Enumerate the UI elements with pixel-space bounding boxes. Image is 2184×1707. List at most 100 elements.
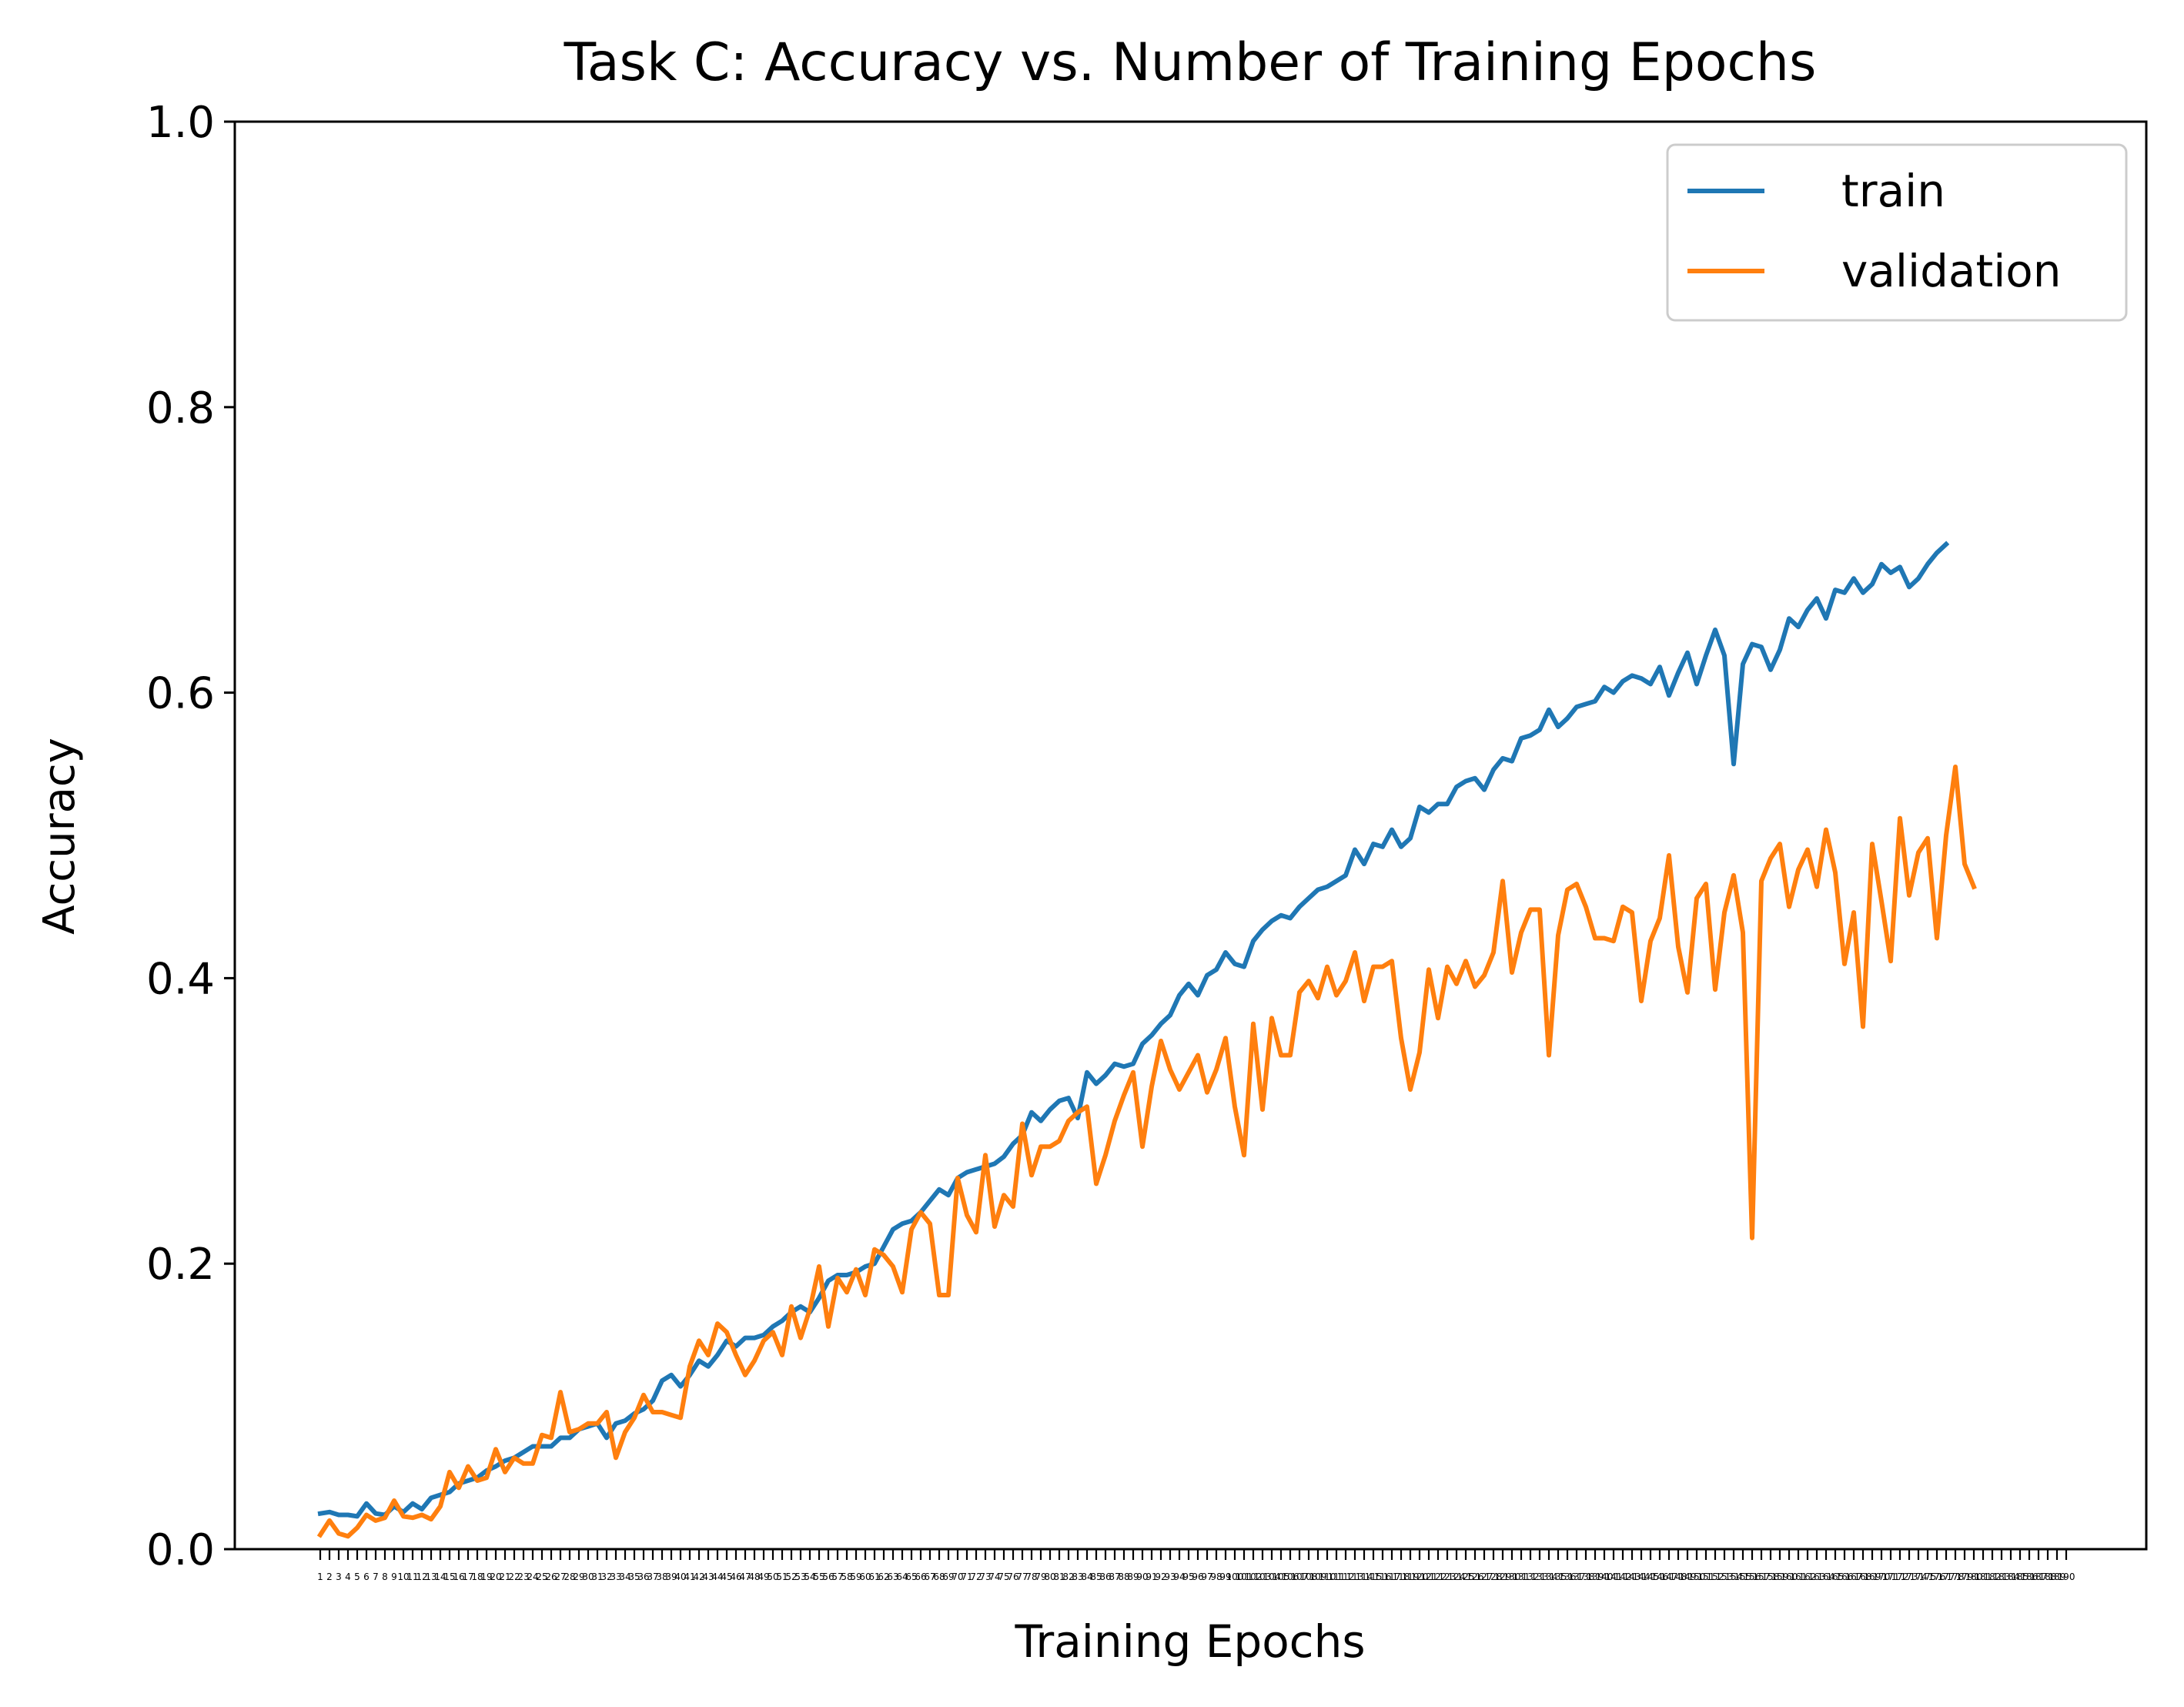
- x-tick-label: 119: [1402, 1571, 1420, 1582]
- x-tick-label: 34: [619, 1571, 630, 1582]
- x-tick-label: 62: [878, 1571, 889, 1582]
- x-tick-label: 94: [1173, 1571, 1185, 1582]
- x-tick-label: 13: [425, 1571, 436, 1582]
- x-tick-label: 122: [1430, 1571, 1447, 1582]
- x-tick-label: 19: [480, 1571, 492, 1582]
- x-tick-label: 1: [317, 1571, 323, 1582]
- x-tick-label: 71: [961, 1571, 972, 1582]
- x-tick-label: 67: [924, 1571, 935, 1582]
- x-tick-label: 81: [1053, 1571, 1065, 1582]
- x-tick-label: 17: [462, 1571, 473, 1582]
- x-tick-label: 141: [1605, 1571, 1623, 1582]
- x-tick-label: 184: [2002, 1571, 2020, 1582]
- x-tick-label: 107: [1291, 1571, 1309, 1582]
- x-tick-label: 181: [1975, 1571, 1992, 1582]
- x-tick-label: 48: [748, 1571, 760, 1582]
- x-tick-label: 147: [1661, 1571, 1678, 1582]
- x-tick-label: 171: [1882, 1571, 1900, 1582]
- x-tick-label: 37: [647, 1571, 658, 1582]
- y-tick-label: 0.0: [146, 1525, 215, 1575]
- y-tick-label: 1.0: [146, 98, 215, 148]
- x-tick-label: 146: [1651, 1571, 1669, 1582]
- x-tick-label: 136: [1559, 1571, 1577, 1582]
- x-tick-label: 190: [2058, 1571, 2075, 1582]
- x-tick-label: 187: [2030, 1571, 2048, 1582]
- x-tick-label: 156: [1744, 1571, 1761, 1582]
- x-tick-label: 43: [702, 1571, 714, 1582]
- x-tick-label: 161: [1790, 1571, 1808, 1582]
- x-tick-label: 124: [1448, 1571, 1466, 1582]
- x-tick-label: 151: [1697, 1571, 1715, 1582]
- x-tick-label: 128: [1485, 1571, 1503, 1582]
- x-tick-label: 96: [1192, 1571, 1203, 1582]
- x-tick-label: 140: [1596, 1571, 1614, 1582]
- x-tick-label: 26: [545, 1571, 557, 1582]
- y-axis-label: Accuracy: [35, 738, 85, 935]
- y-tick-label: 0.2: [146, 1240, 215, 1290]
- x-tick-label: 58: [841, 1571, 852, 1582]
- x-tick-label: 28: [564, 1571, 575, 1582]
- x-tick-label: 135: [1550, 1571, 1567, 1582]
- x-tick-label: 45: [721, 1571, 732, 1582]
- x-tick-label: 88: [1118, 1571, 1129, 1582]
- x-tick-label: 27: [554, 1571, 566, 1582]
- x-tick-label: 70: [952, 1571, 963, 1582]
- x-tick-label: 38: [656, 1571, 667, 1582]
- x-tick-label: 85: [1090, 1571, 1102, 1582]
- x-tick-label: 2: [326, 1571, 333, 1582]
- x-tick-label: 115: [1365, 1571, 1383, 1582]
- x-tick-label: 138: [1577, 1571, 1595, 1582]
- x-tick-label: 174: [1910, 1571, 1928, 1582]
- x-tick-label: 61: [868, 1571, 880, 1582]
- x-tick-label: 68: [933, 1571, 945, 1582]
- x-tick-label: 110: [1319, 1571, 1336, 1582]
- x-tick-label: 157: [1753, 1571, 1771, 1582]
- x-axis-label: Training Epochs: [1014, 1615, 1365, 1668]
- x-tick-label: 7: [373, 1571, 379, 1582]
- x-tick-label: 149: [1679, 1571, 1697, 1582]
- x-tick-label: 159: [1771, 1571, 1789, 1582]
- x-tick-label: 185: [2012, 1571, 2029, 1582]
- x-tick-label: 33: [610, 1571, 621, 1582]
- x-tick-label: 90: [1136, 1571, 1148, 1582]
- x-tick-label: 134: [1540, 1571, 1558, 1582]
- x-tick-label: 175: [1919, 1571, 1937, 1582]
- y-axis: 0.0 0.2 0.4 0.6 0.8 1.0: [146, 98, 235, 1575]
- x-tick-label: 163: [1808, 1571, 1826, 1582]
- x-tick-label: 30: [582, 1571, 594, 1582]
- x-tick-label: 188: [2039, 1571, 2057, 1582]
- x-tick-label: 9: [391, 1571, 397, 1582]
- x-tick-label: 137: [1568, 1571, 1586, 1582]
- x-tick-label: 87: [1109, 1571, 1120, 1582]
- x-tick-label: 153: [1716, 1571, 1734, 1582]
- x-tick-label: 73: [979, 1571, 991, 1582]
- x-tick-label: 162: [1799, 1571, 1817, 1582]
- x-tick-label: 75: [998, 1571, 1009, 1582]
- x-tick-label: 66: [915, 1571, 926, 1582]
- x-tick-label: 5: [354, 1571, 360, 1582]
- x-tick-label: 29: [573, 1571, 584, 1582]
- x-tick-label: 145: [1642, 1571, 1660, 1582]
- x-tick-label: 189: [2049, 1571, 2066, 1582]
- x-tick-label: 72: [970, 1571, 982, 1582]
- x-tick-label: 86: [1099, 1571, 1111, 1582]
- x-tick-label: 125: [1457, 1571, 1475, 1582]
- x-tick-label: 12: [416, 1571, 427, 1582]
- x-tick-label: 167: [1845, 1571, 1863, 1582]
- x-tick-label: 126: [1467, 1571, 1484, 1582]
- x-tick-label: 57: [831, 1571, 843, 1582]
- x-tick-label: 123: [1439, 1571, 1457, 1582]
- x-tick-label: 3: [336, 1571, 342, 1582]
- x-tick-label: 152: [1707, 1571, 1724, 1582]
- x-tick-label: 158: [1762, 1571, 1780, 1582]
- x-tick-label: 182: [1984, 1571, 2002, 1582]
- x-tick-label: 16: [453, 1571, 464, 1582]
- x-tick-label: 50: [767, 1571, 778, 1582]
- x-tick-label: 91: [1146, 1571, 1157, 1582]
- x-tick-label: 104: [1263, 1571, 1281, 1582]
- x-tick-label: 53: [794, 1571, 806, 1582]
- x-tick-label: 129: [1494, 1571, 1512, 1582]
- x-tick-label: 8: [382, 1571, 388, 1582]
- x-tick-label: 168: [1855, 1571, 1872, 1582]
- x-tick-label: 150: [1688, 1571, 1706, 1582]
